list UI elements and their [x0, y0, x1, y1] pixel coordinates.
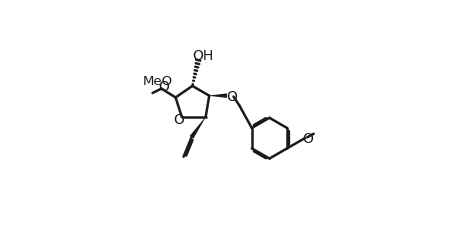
- Polygon shape: [190, 117, 206, 139]
- Text: O: O: [173, 112, 184, 126]
- Text: O: O: [302, 131, 313, 145]
- Text: MeO: MeO: [143, 75, 173, 88]
- Text: O: O: [158, 80, 169, 94]
- Text: OH: OH: [192, 49, 213, 63]
- Polygon shape: [209, 94, 227, 98]
- Text: O: O: [226, 89, 237, 103]
